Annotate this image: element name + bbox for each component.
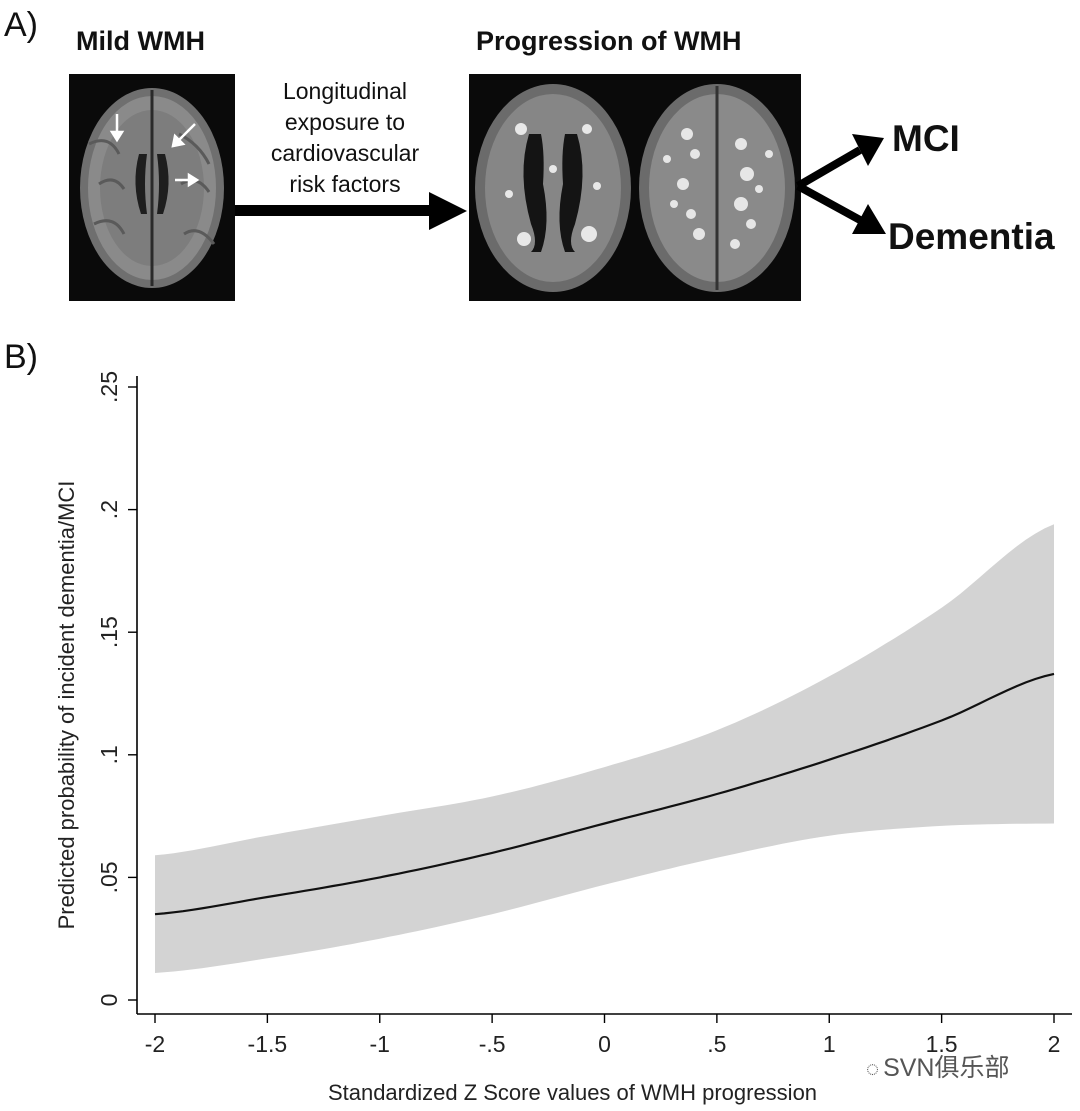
x-tick-label: 0 [598,1031,611,1057]
middle-text-line: risk factors [289,171,401,197]
y-tick-label: .05 [96,861,122,893]
x-tick-label: 2 [1048,1031,1061,1057]
x-tick-label: -2 [145,1031,165,1057]
mri-progression-images [469,74,801,301]
x-tick-label: .5 [707,1031,726,1057]
outcome-dementia: Dementia [888,216,1055,257]
wechat-icon: ◌ [866,1056,880,1081]
predicted-probability-chart: -2 -1.5 -1 -.5 0 .5 1 1.5 2 0 .05 .1 .15 .2 .25 Predic… [54,371,1072,1105]
progression-wmh-title: Progression of WMH [476,26,742,56]
white-arrow-icon [109,114,200,188]
progression-arrow-icon [235,192,467,230]
y-tick-label: .25 [96,371,122,403]
y-axis-label: Predicted probability of incident dement… [54,481,79,930]
middle-text-line: Longitudinal [282,78,408,104]
confidence-band [155,524,1054,973]
outcome-mci: MCI [892,118,960,159]
mild-wmh-title: Mild WMH [76,26,205,56]
prediction-line [154,672,1055,916]
y-tick-label: .15 [96,616,122,648]
panel-b-label: B) [4,338,38,376]
watermark-text: SVN俱乐部 [883,1054,1010,1082]
fork-arrows-icon [796,134,886,234]
x-tick-label: -.5 [479,1031,506,1057]
x-axis-label: Standardized Z Score values of WMH progr… [328,1080,817,1105]
x-tick-label: -1.5 [248,1031,288,1057]
x-tick-label: 1 [823,1031,836,1057]
middle-text-line: cardiovascular [270,140,420,166]
y-tick-label: .1 [96,745,122,764]
panel-a-label: A) [4,6,38,44]
mri-mild-wmh-image [69,74,235,301]
x-tick-label: -1 [370,1031,390,1057]
y-tick-label: .2 [96,500,122,519]
watermark: ◌ SVN俱乐部 [866,1048,1009,1084]
x-tick-label: 1.5 [926,1031,958,1057]
y-tick-label: 0 [96,994,122,1007]
middle-text-line: exposure to [284,109,406,135]
longitudinal-exposure-text: Longitudinal exposure to cardiovascular … [240,76,450,200]
